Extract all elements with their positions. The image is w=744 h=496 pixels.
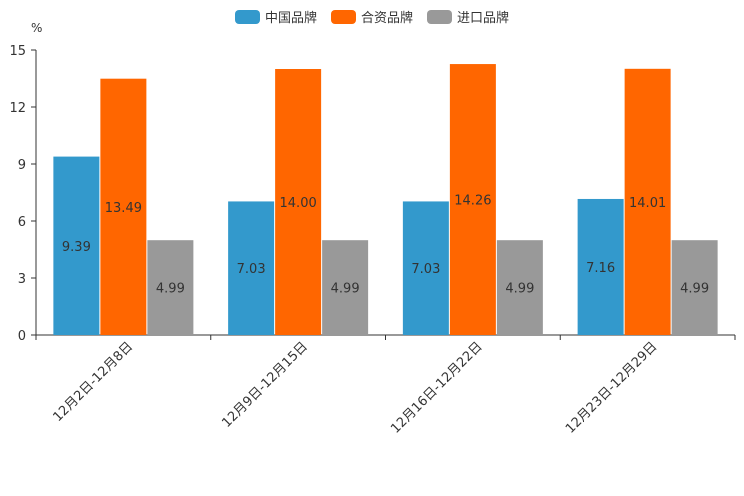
legend-item-import-brand[interactable]: 进口品牌 bbox=[427, 7, 509, 26]
y-tick-label: 15 bbox=[9, 44, 26, 59]
legend-label-import-brand: 进口品牌 bbox=[457, 11, 510, 26]
bar-data-label: 14.00 bbox=[280, 196, 317, 211]
legend-item-joint-venture-brand[interactable]: 合资品牌 bbox=[330, 7, 413, 26]
bar-data-label: 13.49 bbox=[105, 201, 142, 216]
x-tick-label: 12月9日-12月15日 bbox=[219, 339, 311, 431]
bar-data-label: 4.99 bbox=[331, 282, 360, 297]
chart-legend: 中国品牌 合资品牌 进口品牌 bbox=[0, 7, 744, 26]
legend-swatch-joint-venture-brand bbox=[330, 9, 356, 24]
y-tick-label: 9 bbox=[18, 158, 26, 173]
legend-swatch-import-brand bbox=[427, 9, 452, 24]
bar bbox=[671, 240, 718, 335]
bar-data-label: 7.16 bbox=[586, 261, 615, 276]
bar bbox=[53, 156, 100, 335]
bar bbox=[624, 68, 671, 335]
bar bbox=[402, 201, 449, 335]
x-tick-label: 12月16日-12月22日 bbox=[388, 339, 485, 436]
y-axis-unit: % bbox=[31, 21, 43, 35]
y-tick-label: 3 bbox=[18, 272, 26, 287]
bar-data-label: 7.03 bbox=[411, 262, 440, 277]
bar bbox=[322, 240, 369, 335]
bar-data-label: 14.01 bbox=[629, 196, 666, 211]
bar bbox=[449, 64, 496, 335]
y-tick-label: 0 bbox=[18, 329, 26, 344]
bar bbox=[496, 240, 543, 335]
legend-label-china-brand: 中国品牌 bbox=[264, 11, 317, 26]
bar-data-label: 7.03 bbox=[237, 262, 266, 277]
y-tick-label: 6 bbox=[18, 215, 26, 230]
bar bbox=[577, 198, 624, 335]
legend-label-joint-venture-brand: 合资品牌 bbox=[360, 11, 413, 26]
bar-data-label: 4.99 bbox=[505, 282, 534, 297]
bar bbox=[275, 69, 322, 335]
bar-data-label: 14.26 bbox=[454, 194, 491, 209]
x-tick-label: 12月23日-12月29日 bbox=[563, 339, 660, 436]
bar bbox=[100, 78, 147, 335]
bar bbox=[228, 201, 275, 335]
legend-swatch-china-brand bbox=[234, 9, 260, 24]
x-tick-label: 12月2日-12月8日 bbox=[50, 339, 136, 425]
bar-data-label: 9.39 bbox=[62, 240, 91, 255]
bar bbox=[147, 240, 194, 335]
bar-data-label: 4.99 bbox=[156, 282, 185, 297]
legend-item-china-brand[interactable]: 中国品牌 bbox=[234, 7, 317, 26]
bar-data-label: 4.99 bbox=[680, 282, 709, 297]
y-tick-label: 12 bbox=[9, 101, 26, 116]
